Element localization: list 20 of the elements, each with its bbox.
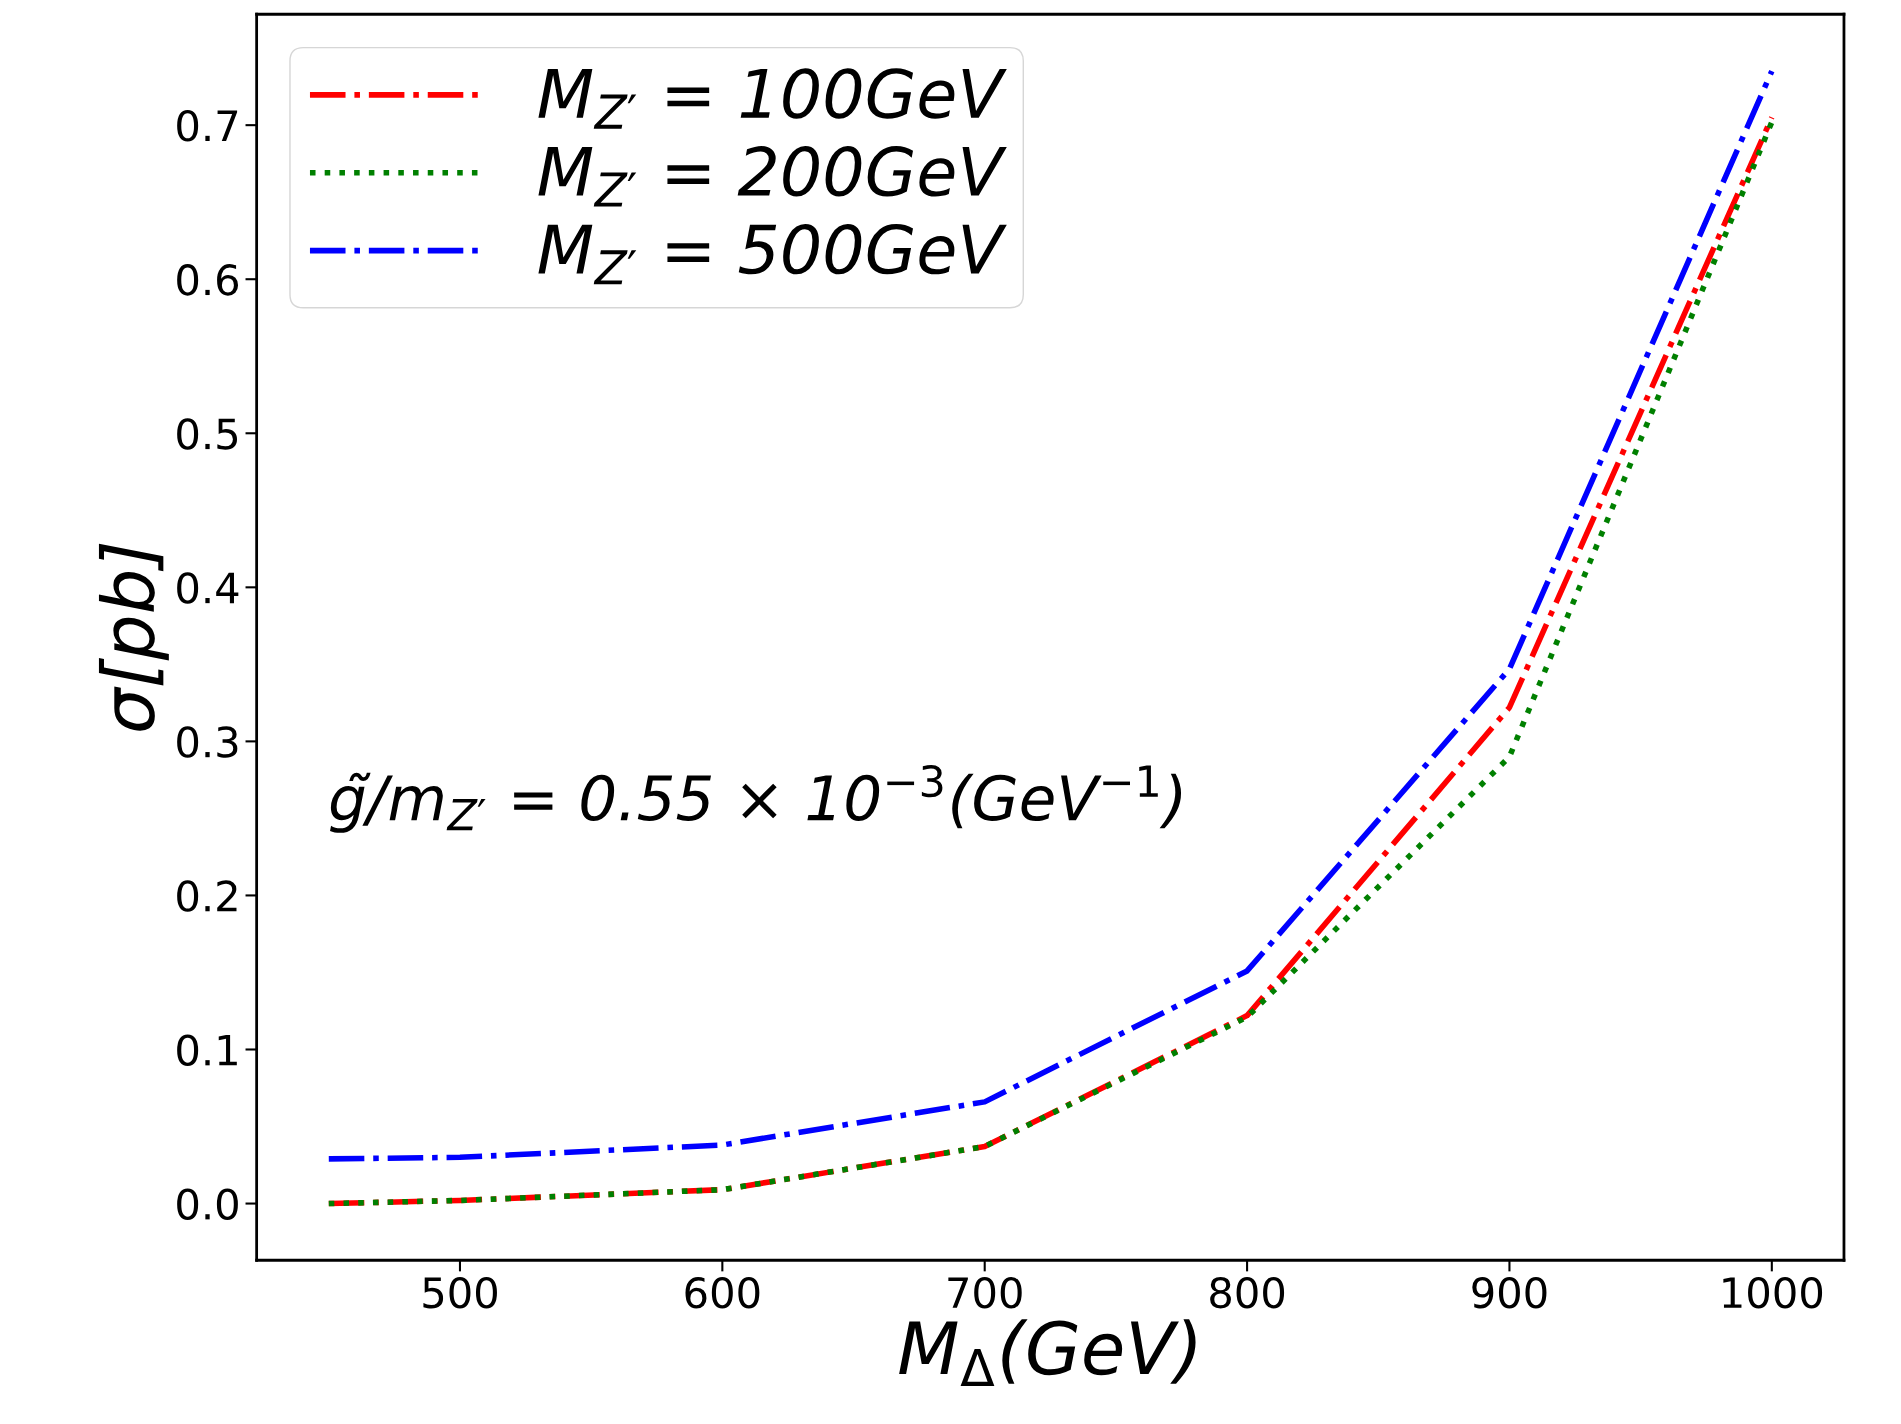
x-tick-label: 800: [1210, 1276, 1285, 1309]
y-axis-title: σ[pb]: [98, 543, 169, 731]
x-tick-label: 600: [685, 1276, 760, 1309]
y-tick-label: 0.0: [177, 1188, 238, 1220]
legend-label: M$_{Z′}$ = 500GeV: [538, 223, 1007, 285]
x-axis-title: M$_{Δ}$(GeV): [899, 1319, 1196, 1386]
x-tick-label: 900: [1472, 1276, 1547, 1309]
x-tick-label: 1000: [1723, 1276, 1823, 1309]
y-tick-label: 0.4: [177, 572, 239, 604]
x-tick-label: 500: [423, 1276, 497, 1309]
annotation: g̃/m$_{Z′}$ = 0.55 × 10$^{−3}$(GeV$^{−1}$): [330, 765, 1182, 833]
x-tick-label: 700: [948, 1276, 1022, 1309]
y-tick-label: 0.7: [177, 110, 238, 142]
y-tick-label: 0.1: [177, 1034, 237, 1066]
legend-label: M$_{Z′}$ = 100GeV: [538, 68, 1007, 129]
y-tick-label: 0.5: [177, 418, 238, 450]
y-tick-label: 0.2: [177, 880, 237, 912]
legend-label: M$_{Z′}$ = 200GeV: [538, 146, 1007, 207]
y-tick-label: 0.3: [177, 726, 238, 758]
y-tick-label: 0.6: [177, 264, 239, 296]
